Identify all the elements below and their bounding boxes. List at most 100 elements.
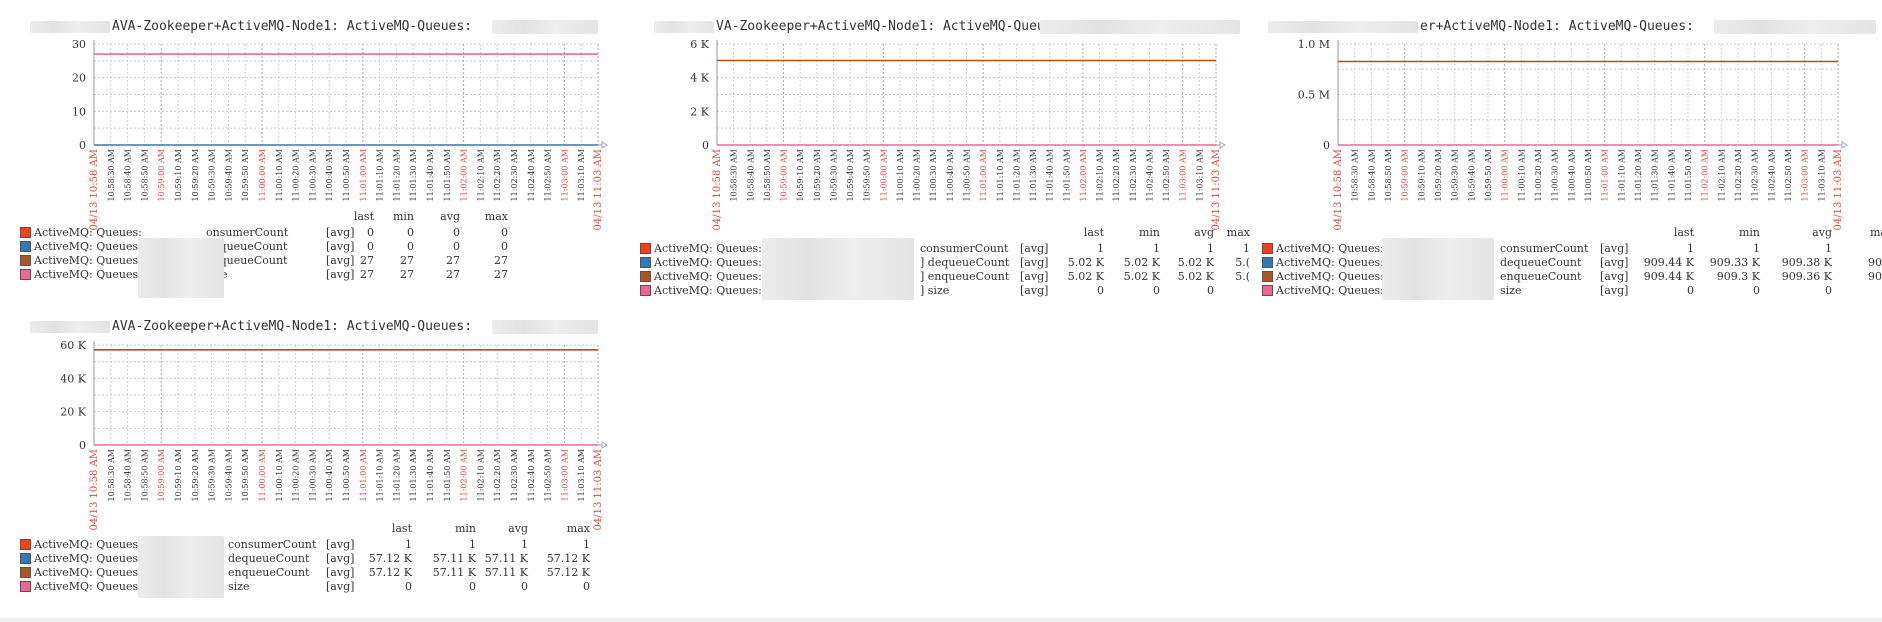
- x-tick-label: 11:03:10 AM: [577, 149, 586, 201]
- x-tick-label: 11:01:10 AM: [1617, 149, 1626, 201]
- x-tick-label: 11:03:00 AM: [560, 449, 569, 501]
- x-tick-label: 11:00:20 AM: [292, 449, 301, 501]
- x-tick-label: 11:02:20 AM: [1734, 149, 1743, 201]
- x-tick-label: 11:02:20 AM: [493, 149, 502, 201]
- x-axis-arrow: [1841, 141, 1848, 149]
- x-tick-label: 11:02:50 AM: [544, 449, 553, 501]
- y-tick-label: 10: [72, 105, 86, 118]
- x-tick-label: 11:02:10 AM: [1096, 149, 1105, 201]
- x-tick-label: 11:01:00 AM: [1601, 149, 1610, 201]
- x-tick-label: 10:59:50 AM: [863, 149, 872, 201]
- x-tick-label: 11:02:40 AM: [1767, 149, 1776, 201]
- x-tick-label: 11:01:50 AM: [443, 449, 452, 501]
- x-tick-label: 11:00:00 AM: [258, 449, 267, 501]
- x-tick-label: 11:02:40 AM: [1145, 149, 1154, 201]
- y-tick-label: 0: [1323, 139, 1330, 152]
- x-tick-label: 11:00:00 AM: [258, 149, 267, 201]
- x-axis-arrow: [1219, 141, 1226, 149]
- graph-title: AVA-Zookeeper+ActiveMQ-Node1: ActiveMQ-Q…: [112, 319, 473, 334]
- x-tick-label: 11:01:40 AM: [1667, 149, 1676, 201]
- redacted-host-prefix: [654, 21, 714, 33]
- x-tick-label: 11:01:40 AM: [426, 149, 435, 201]
- x-tick-label: 04/13 10:58 AM: [712, 149, 723, 230]
- x-tick-label: 10:58:50 AM: [763, 149, 772, 201]
- x-tick-label: 10:58:30 AM: [730, 149, 739, 201]
- x-tick-label: 11:01:30 AM: [409, 449, 418, 501]
- y-tick-label: 4 K: [690, 72, 709, 85]
- x-tick-label: 11:00:40 AM: [325, 149, 334, 201]
- x-tick-label: 11:02:30 AM: [510, 449, 519, 501]
- redacted-queue-name: [1714, 20, 1876, 34]
- redacted-queue-name: [1040, 20, 1240, 34]
- x-tick-label: 10:59:00 AM: [1401, 149, 1410, 201]
- x-tick-label: 11:01:10 AM: [376, 449, 385, 501]
- x-tick-label: 10:59:40 AM: [1467, 149, 1476, 201]
- x-tick-label: 04/13 10:58 AM: [1333, 149, 1344, 230]
- x-tick-label: 10:59:20 AM: [813, 149, 822, 201]
- x-tick-label: 11:02:00 AM: [460, 149, 469, 201]
- x-tick-label: 10:58:40 AM: [746, 149, 755, 201]
- x-tick-label: 11:02:40 AM: [527, 149, 536, 201]
- x-tick-label: 10:58:40 AM: [1367, 149, 1376, 201]
- x-tick-label: 11:00:10 AM: [275, 449, 284, 501]
- x-tick-label: 11:01:30 AM: [1029, 149, 1038, 201]
- x-tick-label: 11:00:00 AM: [1501, 149, 1510, 201]
- x-tick-label: 10:58:40 AM: [124, 449, 133, 501]
- page-bottom-border: [0, 618, 1882, 622]
- x-tick-label: 10:59:10 AM: [1417, 149, 1426, 201]
- x-tick-label: 11:03:10 AM: [1817, 149, 1826, 201]
- x-tick-label: 11:00:20 AM: [292, 149, 301, 201]
- x-tick-label: 10:59:20 AM: [191, 149, 200, 201]
- y-tick-label: 0: [79, 439, 86, 452]
- x-tick-label: 11:02:20 AM: [493, 449, 502, 501]
- x-tick-label: 11:01:10 AM: [376, 149, 385, 201]
- y-tick-label: 2 K: [690, 105, 709, 118]
- redacted-host-prefix: [30, 21, 110, 33]
- x-tick-label: 10:59:30 AM: [1451, 149, 1460, 201]
- graph-plot: 6 K 4 K 2 K 004/13 10:58 AM 10:58:30 AM 10:58…: [690, 38, 1226, 230]
- x-tick-label: 10:59:00 AM: [780, 149, 789, 201]
- graph-title: er+ActiveMQ-Node1: ActiveMQ-Queues:: [1420, 19, 1694, 34]
- x-tick-label: 10:59:50 AM: [1484, 149, 1493, 201]
- x-tick-label: 04/13 10:58 AM: [89, 449, 100, 530]
- x-tick-label: 11:00:10 AM: [275, 149, 284, 201]
- x-tick-label: 10:59:00 AM: [157, 449, 166, 501]
- x-tick-label: 11:02:00 AM: [1079, 149, 1088, 201]
- x-tick-label: 11:01:00 AM: [359, 449, 368, 501]
- x-tick-label: 11:02:00 AM: [460, 449, 469, 501]
- x-tick-label: 10:58:40 AM: [124, 149, 133, 201]
- x-tick-label: 11:02:30 AM: [1129, 149, 1138, 201]
- x-tick-label: 11:03:00 AM: [560, 149, 569, 201]
- graph-plot: 1.0 M 0.5 M 004/13 10:58 AM 10:58:30 AM 10:5…: [1298, 38, 1848, 230]
- x-tick-label: 10:58:50 AM: [140, 449, 149, 501]
- x-tick-label: 11:02:10 AM: [476, 449, 485, 501]
- x-tick-label: 11:01:20 AM: [1012, 149, 1021, 201]
- x-tick-label: 11:00:10 AM: [896, 149, 905, 201]
- graph-plot: 60 K 40 K 20 K 004/13 10:58 AM 10:58:30 AM 10…: [60, 339, 608, 530]
- x-tick-label: 11:01:30 AM: [409, 149, 418, 201]
- x-tick-label: 10:58:50 AM: [140, 149, 149, 201]
- x-tick-label: 11:00:50 AM: [963, 149, 972, 201]
- x-tick-label: 11:00:10 AM: [1517, 149, 1526, 201]
- redacted-queue-name: [492, 320, 598, 334]
- x-tick-label: 11:01:40 AM: [426, 449, 435, 501]
- x-tick-label: 11:01:00 AM: [979, 149, 988, 201]
- graph-panel-1: AVA-Zookeeper+ActiveMQ-Node1: ActiveMQ-Q…: [0, 0, 620, 300]
- x-tick-label: 11:00:40 AM: [325, 449, 334, 501]
- x-tick-label: 11:01:00 AM: [359, 149, 368, 201]
- x-axis-arrow: [601, 141, 608, 149]
- redacted-queue-name: [492, 20, 598, 34]
- x-tick-label: 10:59:30 AM: [829, 149, 838, 201]
- x-tick-label: 10:59:10 AM: [174, 449, 183, 501]
- x-tick-label: 11:02:50 AM: [1784, 149, 1793, 201]
- x-tick-label: 10:58:30 AM: [107, 449, 116, 501]
- redacted-host-prefix: [30, 321, 110, 333]
- x-tick-label: 11:00:30 AM: [308, 449, 317, 501]
- graph-title: VA-Zookeeper+ActiveMQ-Node1: ActiveMQ-Qu…: [716, 19, 1069, 34]
- graph-title: AVA-Zookeeper+ActiveMQ-Node1: ActiveMQ-Q…: [112, 19, 473, 34]
- x-tick-label: 10:58:30 AM: [107, 149, 116, 201]
- x-axis-arrow: [601, 441, 608, 449]
- x-tick-label: 11:00:50 AM: [1584, 149, 1593, 201]
- x-tick-label: 11:02:50 AM: [1162, 149, 1171, 201]
- y-tick-label: 6 K: [690, 38, 709, 51]
